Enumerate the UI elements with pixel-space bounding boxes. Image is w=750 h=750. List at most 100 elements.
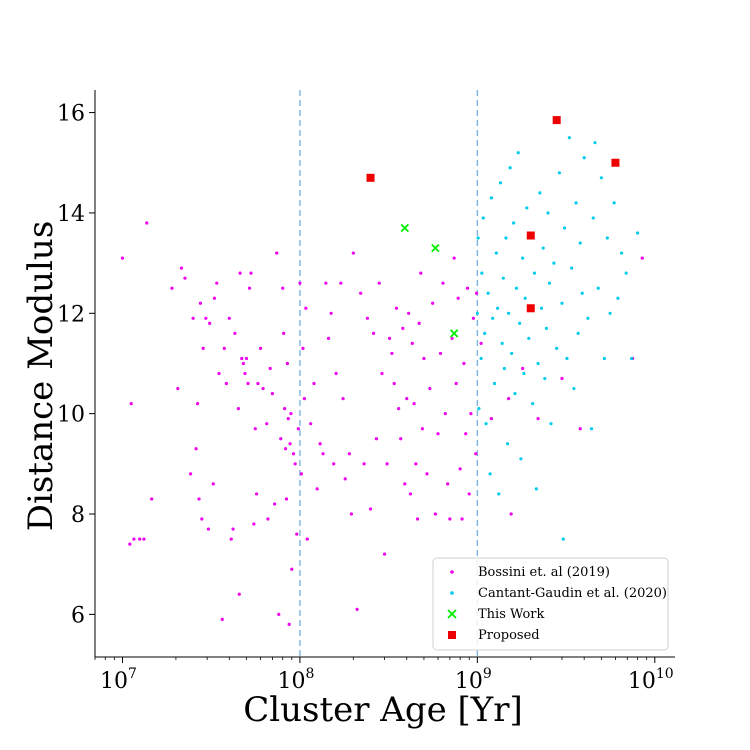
data-point xyxy=(489,196,493,200)
data-point xyxy=(229,537,233,541)
data-point xyxy=(339,281,343,285)
data-point xyxy=(629,356,634,361)
data-point xyxy=(220,617,224,621)
data-point xyxy=(334,371,338,376)
data-point xyxy=(494,251,498,255)
data-point xyxy=(304,306,308,310)
data-point-square xyxy=(366,173,375,182)
data-point xyxy=(484,422,488,426)
data-point xyxy=(359,291,363,295)
data-point xyxy=(215,281,219,285)
data-point xyxy=(285,361,289,366)
data-point xyxy=(290,567,294,571)
data-point xyxy=(298,281,302,285)
data-point xyxy=(560,301,564,305)
data-point xyxy=(197,497,201,501)
data-point xyxy=(552,261,556,265)
data-point xyxy=(460,517,464,521)
data-point xyxy=(244,356,249,361)
data-point xyxy=(527,336,531,340)
y-tick-label: 12 xyxy=(57,302,85,327)
legend-label: Bossini et. al (2019) xyxy=(478,565,610,580)
data-point xyxy=(538,191,542,195)
data-point xyxy=(501,276,505,280)
data-point xyxy=(438,351,443,356)
data-point xyxy=(589,427,594,431)
data-point xyxy=(495,306,500,310)
data-point xyxy=(519,457,523,461)
data-point xyxy=(268,366,272,371)
data-point xyxy=(362,462,366,466)
data-point xyxy=(349,512,353,516)
legend-marker xyxy=(448,631,456,639)
data-point xyxy=(407,311,411,315)
data-point xyxy=(436,432,440,436)
data-point xyxy=(513,391,517,396)
data-point xyxy=(586,316,590,320)
data-point xyxy=(305,537,309,541)
data-point xyxy=(476,236,480,240)
data-point xyxy=(608,311,612,315)
data-point xyxy=(469,412,473,416)
data-point xyxy=(255,492,259,496)
data-point xyxy=(211,482,215,486)
legend-marker xyxy=(450,591,454,595)
data-point xyxy=(399,437,403,441)
data-point xyxy=(401,326,405,330)
data-point xyxy=(397,407,401,411)
data-point xyxy=(355,607,359,611)
data-point xyxy=(561,537,565,541)
data-point xyxy=(523,296,527,300)
data-point xyxy=(252,522,256,526)
data-point-square xyxy=(526,231,535,240)
data-point xyxy=(256,381,260,386)
data-point xyxy=(145,221,149,225)
data-point xyxy=(368,507,373,511)
data-point xyxy=(504,236,508,240)
data-point xyxy=(572,386,576,391)
data-point xyxy=(332,462,336,466)
data-point xyxy=(508,166,512,170)
data-point xyxy=(462,361,466,366)
data-point xyxy=(283,447,288,451)
data-point xyxy=(142,537,146,541)
data-point xyxy=(410,341,414,345)
data-point xyxy=(253,427,257,431)
data-point xyxy=(420,427,424,431)
data-point xyxy=(497,492,501,496)
data-point xyxy=(291,452,296,456)
data-point xyxy=(390,351,394,356)
data-point xyxy=(452,256,456,260)
data-point xyxy=(212,296,217,300)
data-point xyxy=(555,346,559,351)
data-point xyxy=(510,351,514,356)
data-point xyxy=(415,517,420,521)
data-point xyxy=(329,311,333,315)
data-point xyxy=(120,256,125,260)
data-point xyxy=(371,331,376,335)
data-point xyxy=(170,286,174,290)
data-point xyxy=(596,286,600,290)
data-point xyxy=(578,241,582,245)
data-point xyxy=(456,296,460,300)
data-point xyxy=(534,487,538,491)
data-point-square xyxy=(552,116,561,125)
data-point xyxy=(224,381,228,386)
data-point xyxy=(425,472,429,476)
data-point xyxy=(536,417,540,421)
data-point xyxy=(321,452,325,456)
data-point xyxy=(506,396,511,401)
data-point xyxy=(129,402,133,406)
data-point xyxy=(275,251,279,255)
data-point xyxy=(580,291,584,295)
data-point xyxy=(351,251,355,255)
data-point xyxy=(412,402,416,406)
data-point xyxy=(491,316,495,320)
data-point xyxy=(374,437,379,441)
data-point xyxy=(392,381,396,386)
legend-marker xyxy=(447,609,457,619)
data-point xyxy=(301,346,305,351)
data-point xyxy=(443,412,447,416)
data-point xyxy=(532,271,537,275)
data-point xyxy=(222,346,226,351)
